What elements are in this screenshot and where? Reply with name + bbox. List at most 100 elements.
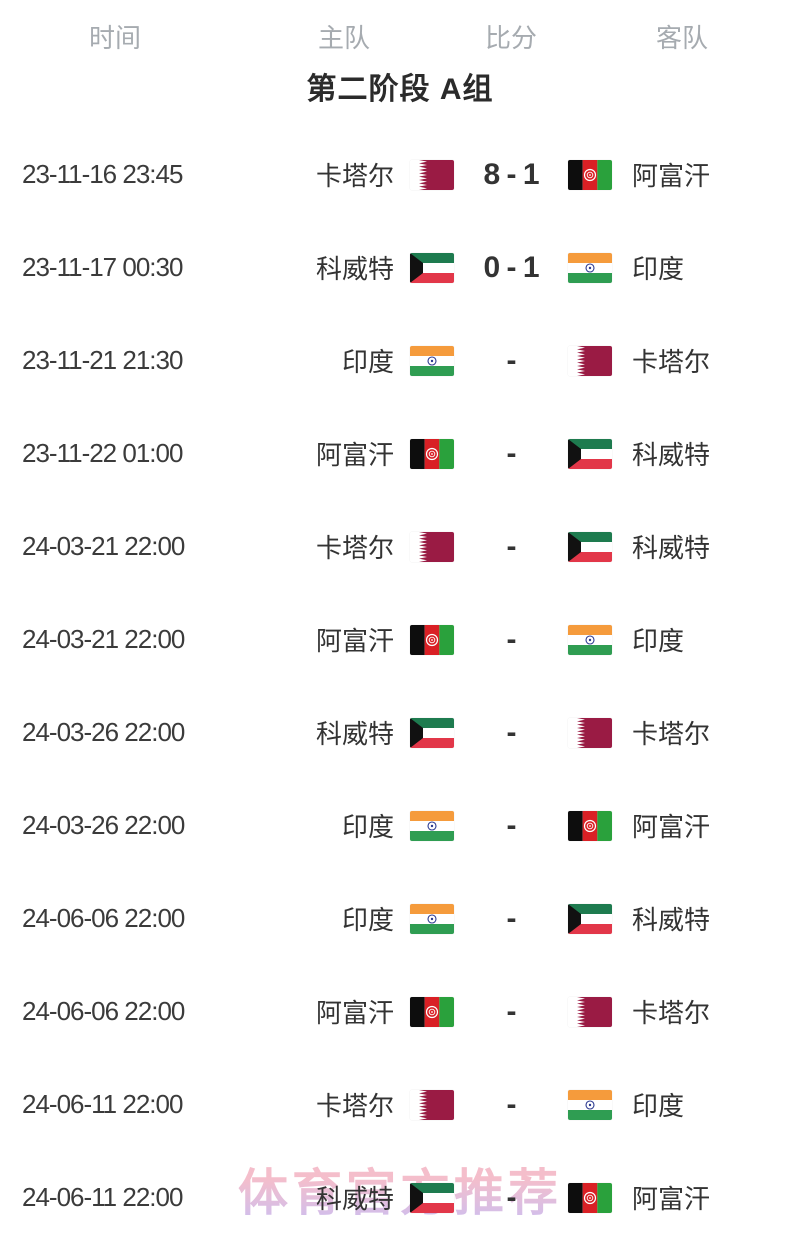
home-team: 科威特 bbox=[230, 249, 458, 286]
home-team: 印度 bbox=[230, 342, 458, 379]
home-team-name: 科威特 bbox=[315, 719, 394, 749]
away-team: 印度 bbox=[564, 249, 800, 286]
home-team: 科威特 bbox=[230, 714, 458, 751]
away-team: 阿富汗 bbox=[564, 1179, 800, 1216]
match-row[interactable]: 24-03-26 22:00 科威特 - 卡塔尔 bbox=[0, 686, 800, 779]
away-team: 科威特 bbox=[564, 528, 800, 565]
match-time: 23-11-17 00:30 bbox=[22, 252, 183, 282]
home-team: 阿富汗 bbox=[230, 993, 458, 1030]
flag-kuwait-icon bbox=[410, 252, 454, 283]
match-row[interactable]: 23-11-22 01:00 阿富汗 - 科威特 bbox=[0, 407, 800, 500]
match-score: - bbox=[506, 343, 517, 377]
match-time: 23-11-16 23:45 bbox=[22, 159, 183, 189]
away-team-name: 卡塔尔 bbox=[632, 998, 711, 1028]
home-team: 卡塔尔 bbox=[230, 1086, 458, 1123]
flag-qatar-icon bbox=[568, 717, 612, 748]
flag-qatar-icon bbox=[410, 159, 454, 190]
match-score: - bbox=[506, 715, 517, 749]
flag-india-icon bbox=[568, 1089, 612, 1120]
home-team-name: 阿富汗 bbox=[315, 440, 394, 470]
away-team: 印度 bbox=[564, 621, 800, 658]
match-row[interactable]: 24-06-11 22:00 卡塔尔 - 印度 bbox=[0, 1058, 800, 1151]
match-time: 24-06-06 22:00 bbox=[22, 903, 185, 933]
match-score: - bbox=[506, 1087, 517, 1121]
home-team: 印度 bbox=[230, 807, 458, 844]
flag-afghanistan-icon bbox=[568, 159, 612, 190]
home-team: 卡塔尔 bbox=[230, 156, 458, 193]
away-team: 卡塔尔 bbox=[564, 714, 800, 751]
match-time: 24-06-11 22:00 bbox=[22, 1182, 183, 1212]
home-team-name: 卡塔尔 bbox=[315, 1091, 394, 1121]
away-team-name: 阿富汗 bbox=[632, 812, 711, 842]
away-team: 科威特 bbox=[564, 435, 800, 472]
match-time: 24-03-21 22:00 bbox=[22, 531, 185, 561]
flag-qatar-icon bbox=[568, 345, 612, 376]
away-team-name: 阿富汗 bbox=[632, 161, 711, 191]
match-score: - bbox=[506, 808, 517, 842]
away-team: 阿富汗 bbox=[564, 156, 800, 193]
away-team-name: 印度 bbox=[632, 626, 685, 656]
flag-india-icon bbox=[410, 345, 454, 376]
flag-afghanistan-icon bbox=[410, 438, 454, 469]
home-team-name: 阿富汗 bbox=[315, 626, 394, 656]
match-time: 24-03-26 22:00 bbox=[22, 810, 185, 840]
match-score: - bbox=[506, 529, 517, 563]
away-team-name: 阿富汗 bbox=[632, 1184, 711, 1214]
match-time: 24-06-06 22:00 bbox=[22, 996, 185, 1026]
away-team-name: 印度 bbox=[632, 1091, 685, 1121]
home-team: 阿富汗 bbox=[230, 621, 458, 658]
flag-qatar-icon bbox=[410, 1089, 454, 1120]
flag-afghanistan-icon bbox=[568, 1182, 612, 1213]
match-row[interactable]: 23-11-16 23:45 卡塔尔 8 - 1 阿富汗 bbox=[0, 128, 800, 221]
flag-india-icon bbox=[568, 624, 612, 655]
home-team-name: 印度 bbox=[341, 905, 394, 935]
match-time: 23-11-21 21:30 bbox=[22, 345, 183, 375]
home-team: 科威特 bbox=[230, 1179, 458, 1216]
flag-qatar-icon bbox=[568, 996, 612, 1027]
away-team-name: 卡塔尔 bbox=[632, 347, 711, 377]
match-row[interactable]: 23-11-21 21:30 印度 - 卡塔尔 bbox=[0, 314, 800, 407]
match-row[interactable]: 24-06-06 22:00 印度 - 科威特 bbox=[0, 872, 800, 965]
flag-afghanistan-icon bbox=[410, 624, 454, 655]
match-time: 24-03-26 22:00 bbox=[22, 717, 185, 747]
group-title: 第二阶段 A组 bbox=[306, 73, 494, 106]
home-team-name: 科威特 bbox=[315, 1184, 394, 1214]
away-team: 卡塔尔 bbox=[564, 993, 800, 1030]
away-team-name: 印度 bbox=[632, 254, 685, 284]
home-team: 卡塔尔 bbox=[230, 528, 458, 565]
match-row[interactable]: 24-03-26 22:00 印度 - 阿富汗 bbox=[0, 779, 800, 872]
flag-kuwait-icon bbox=[410, 1182, 454, 1213]
home-team: 阿富汗 bbox=[230, 435, 458, 472]
match-score: - bbox=[506, 994, 517, 1028]
col-header-time: 时间 bbox=[88, 23, 141, 53]
col-header-away: 客队 bbox=[655, 23, 708, 53]
col-header-home: 主队 bbox=[317, 23, 370, 53]
match-time: 23-11-22 01:00 bbox=[22, 438, 183, 468]
match-time: 24-06-11 22:00 bbox=[22, 1089, 183, 1119]
match-row[interactable]: 24-03-21 22:00 阿富汗 - 印度 bbox=[0, 593, 800, 686]
match-score: - bbox=[506, 901, 517, 935]
col-header-score: 比分 bbox=[484, 23, 537, 53]
match-row[interactable]: 23-11-17 00:30 科威特 0 - 1 印度 bbox=[0, 221, 800, 314]
match-time: 24-03-21 22:00 bbox=[22, 624, 185, 654]
match-row[interactable]: 24-03-21 22:00 卡塔尔 - 科威特 bbox=[0, 500, 800, 593]
flag-afghanistan-icon bbox=[568, 810, 612, 841]
away-team: 科威特 bbox=[564, 900, 800, 937]
match-score: - bbox=[506, 436, 517, 470]
home-team-name: 阿富汗 bbox=[315, 998, 394, 1028]
flag-india-icon bbox=[410, 903, 454, 934]
flag-kuwait-icon bbox=[568, 438, 612, 469]
home-team-name: 科威特 bbox=[315, 254, 394, 284]
flag-kuwait-icon bbox=[410, 717, 454, 748]
home-team: 印度 bbox=[230, 900, 458, 937]
table-header: 时间 主队 比分 客队 bbox=[0, 0, 800, 56]
match-score: - bbox=[506, 1180, 517, 1214]
match-row[interactable]: 24-06-06 22:00 阿富汗 - 卡塔尔 bbox=[0, 965, 800, 1058]
away-team-name: 科威特 bbox=[632, 440, 711, 470]
flag-afghanistan-icon bbox=[410, 996, 454, 1027]
home-team-name: 印度 bbox=[341, 347, 394, 377]
away-team: 印度 bbox=[564, 1086, 800, 1123]
match-row[interactable]: 24-06-11 22:00 科威特 - 阿富汗 bbox=[0, 1151, 800, 1244]
flag-kuwait-icon bbox=[568, 903, 612, 934]
